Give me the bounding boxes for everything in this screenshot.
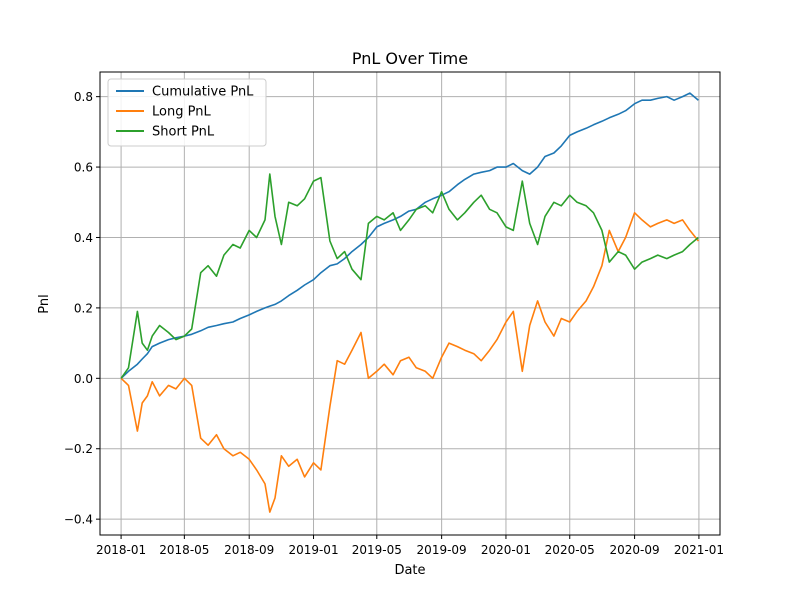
legend-box <box>107 78 267 147</box>
y-tick-label: 0.2 <box>74 301 93 315</box>
x-tick-label: 2021-01 <box>674 543 724 557</box>
y-tick-label: 0.0 <box>74 372 93 386</box>
plot-lines <box>120 92 700 513</box>
x-axis-ticks: 2018-01 2018-05 2018-09 2019-01 2019-05 2019-… <box>96 535 724 557</box>
x-tick-label: 2019-05 <box>352 543 402 557</box>
x-tick-label: 2020-09 <box>610 543 660 557</box>
legend: Cumulative PnL Long PnL Short PnL <box>107 78 267 147</box>
x-tick-label: 2018-05 <box>159 543 209 557</box>
legend-label-short: Short PnL <box>152 125 215 140</box>
y-tick-label: −0.2 <box>64 442 93 456</box>
x-tick-label: 2020-05 <box>545 543 595 557</box>
y-axis-ticks: −0.4 −0.2 0.0 0.2 0.4 0.6 0.8 <box>64 90 100 527</box>
legend-label-long: Long PnL <box>152 105 211 120</box>
gridlines <box>100 72 720 535</box>
y-axis-label: Pnl <box>37 294 52 313</box>
y-tick-label: 0.6 <box>74 161 93 175</box>
y-tick-label: 0.8 <box>74 90 93 104</box>
x-tick-label: 2018-01 <box>96 543 146 557</box>
series-line-long-pnl <box>120 212 700 513</box>
x-axis-label: Date <box>394 563 425 578</box>
chart-title: PnL Over Time <box>352 49 468 68</box>
x-tick-label: 2020-01 <box>481 543 531 557</box>
y-tick-label: 0.4 <box>74 231 93 245</box>
x-tick-label: 2018-09 <box>224 543 274 557</box>
y-tick-label: −0.4 <box>64 513 93 527</box>
legend-label-cumulative: Cumulative PnL <box>152 85 254 100</box>
series-line-short-pnl <box>120 173 699 379</box>
x-tick-label: 2019-09 <box>417 543 467 557</box>
axes-frame <box>99 71 721 536</box>
x-tick-label: 2019-01 <box>288 543 338 557</box>
series-line-cumulative-pnl <box>120 92 699 379</box>
